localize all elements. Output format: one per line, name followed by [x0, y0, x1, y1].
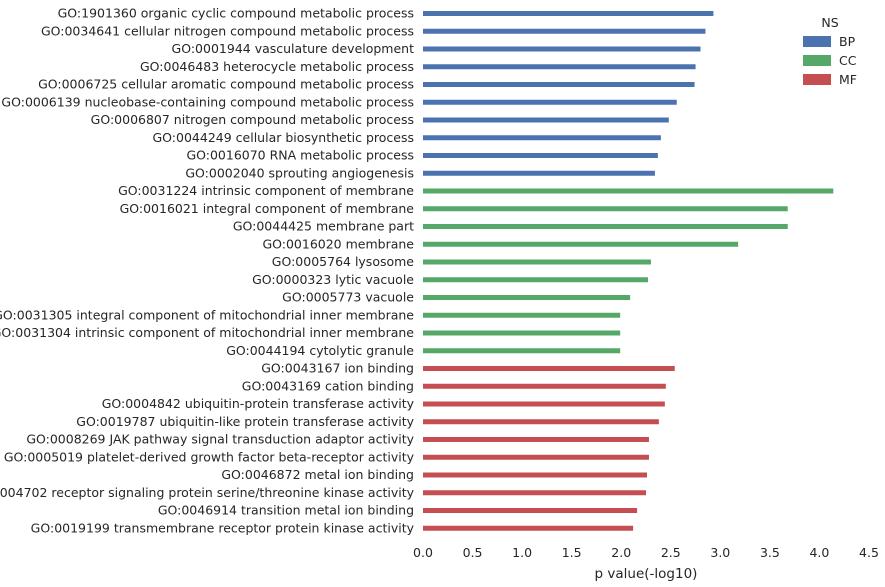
category-label: GO:0031304 intrinsic component of mitoch…	[0, 325, 414, 340]
bar-mf	[423, 437, 649, 442]
category-label: GO:0046914 transition metal ion binding	[158, 503, 414, 518]
legend-swatch	[803, 74, 831, 85]
bar-cc	[423, 330, 621, 336]
legend-title: NS	[821, 15, 838, 30]
bars-layer	[423, 11, 834, 531]
bar-mf	[423, 525, 634, 531]
category-label: GO:0004702 receptor signaling protein se…	[0, 485, 415, 500]
category-label: GO:0044194 cytolytic granule	[226, 343, 414, 358]
category-label: GO:0016070 RNA metabolic process	[186, 148, 414, 163]
x-tick-label: 4.0	[809, 545, 829, 560]
category-label: GO:0046872 metal ion binding	[221, 467, 414, 482]
x-tick-label: 3.5	[760, 545, 780, 560]
bar-mf	[423, 490, 646, 496]
category-label: GO:0000323 lytic vacuole	[252, 272, 414, 287]
category-label: GO:0005764 lysosome	[272, 254, 415, 269]
bar-bp	[423, 99, 677, 105]
bar-cc	[423, 188, 834, 194]
category-label: GO:0043169 cation binding	[242, 378, 414, 393]
x-tick-label: 0.0	[413, 545, 433, 560]
x-tick-label: 2.0	[611, 545, 631, 560]
category-label: GO:0044425 membrane part	[233, 219, 414, 234]
legend: NS BP CC MF	[803, 15, 857, 87]
bar-bp	[423, 82, 695, 87]
x-tick-label: 4.5	[859, 545, 879, 560]
category-label: GO:0002040 sprouting angiogenesis	[185, 165, 414, 180]
x-tick-label: 1.5	[562, 545, 582, 560]
x-tick-label: 2.5	[661, 545, 681, 560]
bar-bp	[423, 64, 696, 70]
bar-bp	[423, 170, 655, 176]
bar-cc	[423, 277, 648, 283]
category-label: GO:0006139 nucleobase-containing compoun…	[1, 94, 414, 109]
bar-mf	[423, 472, 647, 478]
category-label: GO:0005773 vacuole	[282, 290, 414, 305]
x-tick-label: 0.5	[463, 545, 483, 560]
bar-mf	[423, 401, 665, 407]
bar-cc	[423, 224, 788, 229]
category-label: GO:0004842 ubiquitin-protein transferase…	[102, 396, 415, 411]
category-label: GO:0019787 ubiquitin-like protein transf…	[76, 414, 414, 429]
legend-label: BP	[839, 34, 856, 49]
bar-mf	[423, 508, 638, 513]
bar-mf	[423, 454, 649, 460]
category-labels: GO:1901360 organic cyclic compound metab…	[0, 6, 415, 536]
category-label: GO:0006725 cellular aromatic compound me…	[38, 77, 414, 92]
bar-cc	[423, 348, 621, 354]
category-label: GO:0031305 integral component of mitocho…	[0, 307, 414, 322]
x-tick-label: 3.0	[710, 545, 730, 560]
bar-bp	[423, 135, 661, 141]
category-label: GO:1901360 organic cyclic compound metab…	[58, 6, 414, 21]
category-label: GO:0016021 integral component of membran…	[120, 201, 415, 216]
legend-entries: BP CC MF	[803, 34, 857, 87]
bar-mf	[423, 366, 675, 371]
x-axis-label: p value(-log10)	[595, 566, 698, 582]
category-label: GO:0005019 platelet-derived growth facto…	[4, 449, 415, 464]
category-label: GO:0001944 vasculature development	[172, 41, 415, 56]
bar-cc	[423, 312, 621, 318]
bar-bp	[423, 28, 706, 34]
bar-bp	[423, 153, 658, 158]
bar-cc	[423, 206, 788, 212]
category-label: GO:0046483 heterocycle metabolic process	[140, 59, 414, 74]
legend-swatch	[803, 55, 831, 66]
x-axis-ticks: 0.0 0.5 1.0 1.5 2.0 2.5 3.0 3.5 4.0 4.5	[413, 545, 879, 560]
category-label: GO:0006807 nitrogen compound metabolic p…	[91, 112, 414, 127]
bar-bp	[423, 11, 714, 16]
legend-swatch	[803, 36, 831, 47]
category-label: GO:0019199 transmembrane receptor protei…	[31, 520, 415, 535]
x-tick-label: 1.0	[512, 545, 532, 560]
bar-mf	[423, 419, 659, 425]
category-label: GO:0016020 membrane	[262, 236, 414, 251]
category-label: GO:0031224 intrinsic component of membra…	[118, 183, 414, 198]
legend-label: MF	[839, 72, 857, 87]
category-label: GO:0044249 cellular biosynthetic process	[153, 130, 415, 145]
category-label: GO:0043167 ion binding	[261, 361, 414, 376]
bar-cc	[423, 295, 631, 300]
category-label: GO:0034641 cellular nitrogen compound me…	[41, 23, 414, 38]
bar-cc	[423, 259, 651, 265]
category-label: GO:0008269 JAK pathway signal transducti…	[26, 432, 414, 447]
bar-mf	[423, 383, 666, 389]
bar-bp	[423, 117, 669, 123]
legend-label: CC	[839, 53, 857, 68]
bar-bp	[423, 46, 701, 52]
bar-cc	[423, 241, 739, 247]
